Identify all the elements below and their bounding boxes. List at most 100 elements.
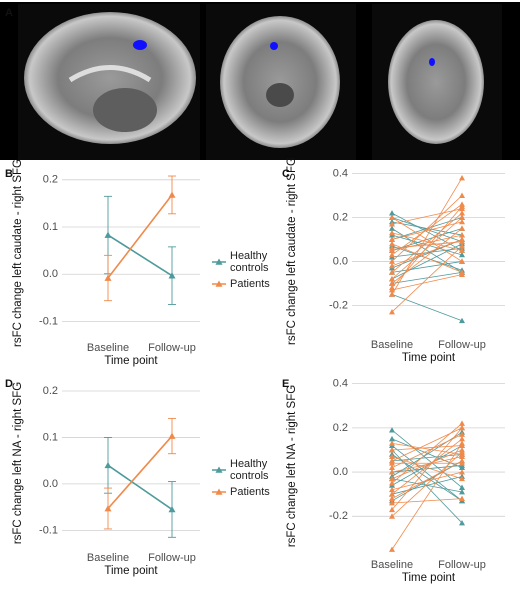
legend: Healthy controls Patients (212, 458, 292, 502)
legend-label: Patients (230, 486, 270, 498)
point (459, 475, 465, 482)
subject-line (391, 208, 463, 225)
point (389, 210, 395, 216)
y-tick-label: 0.2 (43, 174, 58, 186)
x-axis-label: Time point (104, 565, 158, 577)
x-axis-label: Time point (104, 355, 158, 367)
subject-line (391, 443, 463, 550)
subject-line (391, 243, 463, 273)
y-tick-label: 0.0 (43, 478, 58, 490)
point (459, 174, 465, 181)
point (389, 245, 395, 251)
subject-line (391, 232, 463, 251)
subject-line (391, 456, 463, 473)
y-tick-label: -0.1 (39, 524, 58, 536)
y-tick-label: 0.2 (333, 211, 348, 223)
y-tick-label: 0.1 (43, 221, 58, 233)
point (389, 513, 395, 519)
point (459, 431, 465, 437)
point (389, 486, 395, 493)
x-tick-label: Follow-up (438, 339, 486, 351)
activation-blob (270, 42, 278, 50)
point (389, 286, 395, 293)
point (389, 446, 395, 453)
subject-line (391, 442, 463, 455)
point (389, 308, 395, 315)
point (389, 460, 395, 466)
point (389, 258, 395, 264)
y-tick-label: 0.4 (333, 167, 348, 179)
series-line (107, 234, 173, 277)
x-tick-label: Follow-up (148, 342, 196, 354)
subject-line (391, 217, 463, 262)
point (459, 449, 465, 455)
legend-entry: Healthy controls (212, 250, 292, 274)
y-tick-label: 0.2 (43, 385, 58, 397)
point (389, 221, 395, 227)
subject-line (391, 445, 463, 451)
point (389, 480, 395, 486)
point (104, 231, 112, 238)
subject-line (391, 445, 463, 502)
point (389, 464, 395, 471)
y-axis-label: rsFC change left NA - right SFG (286, 385, 298, 547)
x-tick-label: Follow-up (148, 552, 196, 564)
subject-line (391, 427, 463, 510)
legend-entry: Patients (212, 486, 292, 498)
sagittal-structure (93, 88, 157, 132)
point (459, 424, 465, 431)
subject-line (391, 241, 463, 249)
point (459, 420, 465, 426)
point (104, 505, 112, 512)
point (389, 276, 395, 282)
point (459, 271, 465, 278)
legend-label: Healthy controls (230, 458, 269, 482)
point (459, 488, 465, 495)
activation-blob (133, 40, 147, 50)
point (389, 269, 395, 275)
point (459, 435, 465, 442)
x-axis-label: Time point (402, 352, 456, 364)
y-axis-label: rsFC change left caudate - right SFG (286, 157, 298, 345)
point (389, 427, 395, 433)
subject-line (391, 245, 463, 313)
point (459, 442, 465, 448)
subject-line (391, 221, 463, 240)
point (459, 251, 465, 258)
point (389, 495, 395, 502)
y-tick-label: -0.2 (329, 510, 348, 522)
panel-label: A (5, 7, 13, 19)
point (389, 229, 395, 236)
subject-line (391, 217, 463, 280)
subject-line (391, 243, 463, 280)
y-tick-label: 0.0 (333, 255, 348, 267)
subject-line (391, 204, 463, 256)
point (389, 435, 395, 442)
subject-line (391, 195, 463, 262)
panel-label: D (5, 378, 13, 390)
point (389, 500, 395, 506)
point (389, 469, 395, 475)
point (459, 484, 465, 490)
panel-label: B (5, 168, 13, 180)
legend-key (212, 466, 226, 473)
point (104, 461, 112, 469)
point (459, 469, 465, 475)
point (168, 432, 176, 439)
point (459, 225, 465, 231)
point (459, 519, 465, 526)
activation-blob (429, 58, 435, 66)
subject-line (391, 239, 463, 267)
point (389, 491, 395, 497)
point (389, 240, 395, 247)
y-tick-label: 0.0 (43, 268, 58, 280)
point (459, 205, 465, 212)
legend-key (212, 280, 226, 287)
point (168, 272, 176, 279)
y-tick-label: 0.4 (333, 378, 348, 390)
point (168, 191, 176, 198)
subject-line (391, 438, 463, 495)
point (389, 440, 395, 446)
